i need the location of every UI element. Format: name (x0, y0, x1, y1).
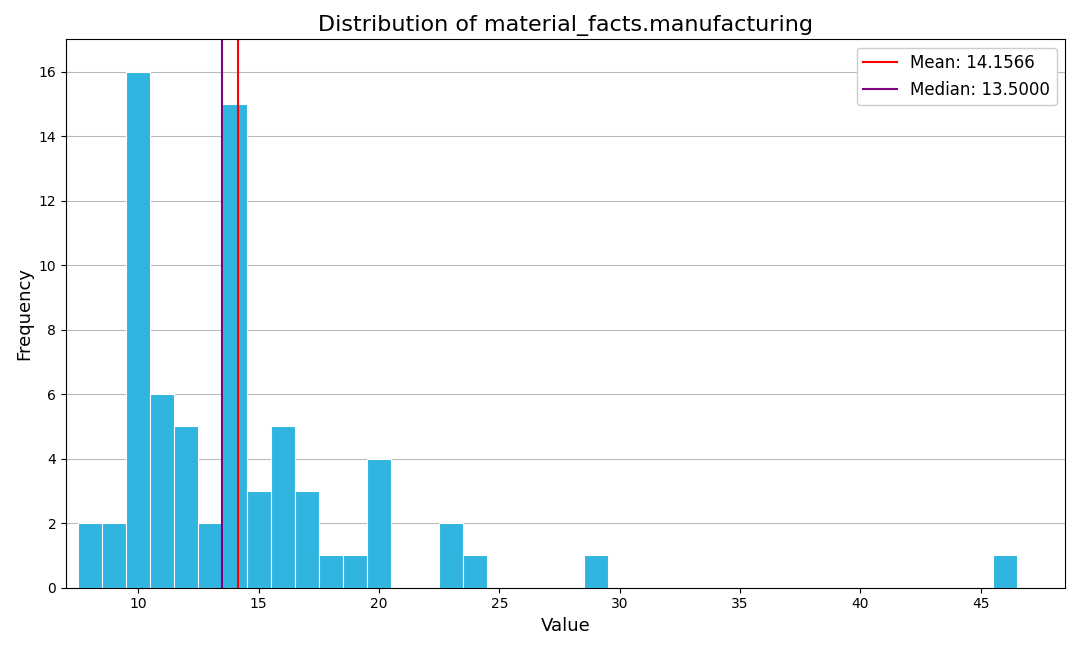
Bar (246, 491, 271, 588)
Bar (993, 556, 1017, 588)
Bar (367, 459, 391, 588)
Median: 13.5000: (13.5, 0): 13.5000: (13.5, 0) (216, 584, 229, 592)
Bar (78, 523, 103, 588)
Bar (319, 556, 342, 588)
Bar (222, 104, 246, 588)
Bar (150, 394, 174, 588)
Median: 13.5000: (13.5, 1): 13.5000: (13.5, 1) (216, 552, 229, 560)
Bar (463, 556, 487, 588)
Bar (199, 523, 222, 588)
X-axis label: Value: Value (541, 617, 591, 635)
Bar (174, 426, 199, 588)
Title: Distribution of material_facts.manufacturing: Distribution of material_facts.manufactu… (318, 15, 813, 36)
Y-axis label: Frequency: Frequency (15, 267, 33, 360)
Legend: Mean: 14.1566, Median: 13.5000: Mean: 14.1566, Median: 13.5000 (856, 47, 1056, 105)
Bar (440, 523, 463, 588)
Bar (126, 72, 150, 588)
Mean: 14.1566: (14.2, 1): 14.1566: (14.2, 1) (232, 552, 245, 560)
Bar (583, 556, 608, 588)
Bar (103, 523, 126, 588)
Bar (295, 491, 319, 588)
Bar (342, 556, 367, 588)
Mean: 14.1566: (14.2, 0): 14.1566: (14.2, 0) (232, 584, 245, 592)
Bar (271, 426, 295, 588)
